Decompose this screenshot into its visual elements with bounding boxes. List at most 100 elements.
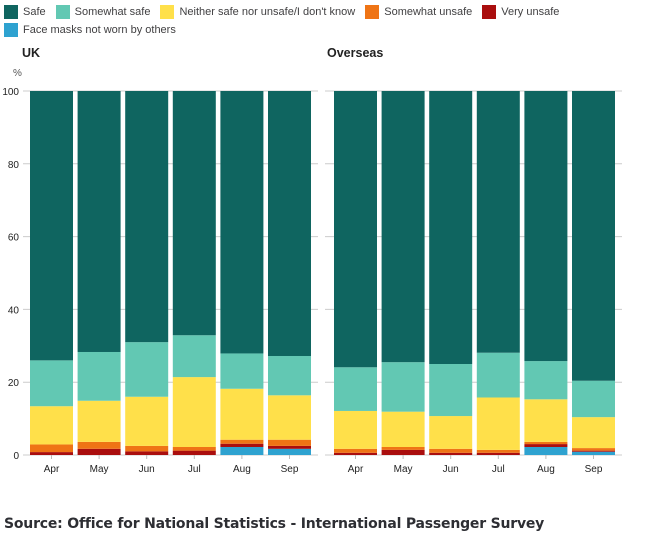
legend-swatch	[4, 23, 18, 37]
y-tick-label: 60	[8, 233, 20, 244]
bar-segment-very-unsafe	[429, 452, 473, 455]
bar-segment-safe	[220, 91, 264, 354]
bar-segment-somewhat-safe	[476, 352, 520, 398]
bar-segment-somewhat-safe	[125, 342, 169, 397]
y-tick-label: 40	[8, 305, 20, 316]
bar-segment-safe	[524, 91, 568, 362]
x-tick-label: Apr	[348, 464, 364, 475]
panel-title: Overseas	[327, 46, 383, 60]
bar-segment-somewhat-unsafe	[77, 441, 121, 449]
bar-segment-somewhat-safe	[334, 367, 377, 411]
legend-label: Somewhat unsafe	[384, 6, 473, 18]
bar-segment-face-masks	[268, 448, 311, 455]
bar-segment-safe	[381, 91, 425, 363]
bar-segment-safe	[476, 91, 520, 353]
bar-segment-safe	[30, 91, 73, 361]
y-tick-label: 80	[8, 160, 20, 171]
bar-segment-somewhat-safe	[268, 355, 311, 396]
bar-segment-neither	[172, 377, 216, 447]
y-tick-label: 0	[13, 451, 19, 462]
bar-segment-neither	[381, 411, 425, 447]
bar-segment-safe	[268, 91, 311, 356]
legend-swatch	[55, 5, 70, 19]
bar-segment-neither	[220, 388, 264, 440]
bar-segment-neither	[30, 406, 73, 445]
legend-item-very-unsafe: Very unsafe	[482, 3, 559, 21]
bar-segment-somewhat-unsafe	[476, 449, 520, 453]
bar-segment-safe	[334, 91, 377, 368]
x-tick-label: Jul	[188, 464, 201, 475]
bar-segment-very-unsafe	[334, 452, 377, 455]
bar-segment-very-unsafe	[524, 444, 568, 447]
legend-swatch	[160, 5, 175, 19]
bar-segment-safe	[429, 91, 473, 364]
bar-segment-neither	[524, 399, 568, 442]
bar-segment-very-unsafe	[220, 443, 264, 447]
panel-title: UK	[22, 46, 40, 60]
bar-segment-very-unsafe	[172, 450, 216, 455]
chart-legend: Safe Somewhat safe Neither safe nor unsafe…	[4, 3, 644, 39]
bar-segment-somewhat-unsafe	[524, 441, 568, 445]
bar-segment-somewhat-unsafe	[268, 439, 311, 446]
legend-label: Neither safe nor unsafe/I don't know	[179, 6, 356, 18]
bar-segment-safe	[77, 91, 121, 352]
bar-segment-somewhat-unsafe	[220, 439, 264, 444]
bar-segment-somewhat-unsafe	[334, 448, 377, 453]
bar-segment-somewhat-unsafe	[125, 445, 169, 452]
bar-segment-somewhat-safe	[77, 351, 121, 401]
x-tick-label: Apr	[44, 464, 60, 475]
y-axis-label: %	[13, 68, 22, 79]
y-tick-label: 100	[2, 87, 19, 98]
legend-item-safe: Safe	[4, 3, 46, 21]
x-tick-label: May	[90, 464, 109, 475]
bar-segment-very-unsafe	[381, 449, 425, 455]
bar-segment-safe	[172, 91, 216, 336]
bar-segment-somewhat-safe	[572, 380, 615, 418]
x-tick-label: Jul	[492, 464, 505, 475]
chart-area: %UK 0 20 40 60 80 100 Apr May Jun Jul Aug Sep Oversea…	[2, 46, 622, 475]
x-tick-label: May	[394, 464, 413, 475]
bar-segment-very-unsafe	[572, 450, 615, 452]
bar-segment-somewhat-safe	[220, 353, 264, 389]
bar-segment-somewhat-safe	[30, 360, 73, 407]
bar-segment-neither	[572, 417, 615, 449]
bar-segment-safe	[572, 91, 615, 381]
bar-segment-very-unsafe	[476, 452, 520, 455]
x-tick-label: Aug	[233, 464, 251, 475]
source-note: Source: Office for National Statistics -…	[4, 516, 545, 532]
bar-segment-very-unsafe	[77, 448, 121, 455]
bar-segment-neither	[334, 410, 377, 449]
legend-swatch	[365, 5, 380, 19]
bar-segment-somewhat-unsafe	[429, 448, 473, 453]
bar-segment-face-masks	[220, 446, 264, 455]
bar-segment-face-masks	[524, 446, 568, 455]
bar-segment-neither	[429, 416, 473, 449]
bar-segment-neither	[77, 400, 121, 442]
legend-label: Somewhat safe	[74, 6, 151, 18]
bar-segment-somewhat-unsafe	[572, 448, 615, 451]
bar-segment-face-masks	[572, 451, 615, 455]
bar-segment-very-unsafe	[125, 451, 169, 455]
legend-item-neither: Neither safe nor unsafe/I don't know	[160, 3, 355, 21]
bar-segment-neither	[125, 396, 169, 446]
x-tick-label: Aug	[537, 464, 555, 475]
legend-swatch	[482, 5, 497, 19]
bar-segment-neither	[476, 397, 520, 450]
bar-segment-somewhat-safe	[524, 361, 568, 400]
bar-segment-somewhat-unsafe	[172, 446, 216, 451]
bar-segment-very-unsafe	[30, 452, 73, 455]
legend-item-somewhat-safe: Somewhat safe	[55, 3, 151, 21]
x-tick-label: Jun	[139, 464, 155, 475]
legend-label: Safe	[23, 6, 46, 18]
y-tick-label: 20	[8, 378, 20, 389]
legend-item-somewhat-unsafe: Somewhat unsafe	[365, 3, 472, 21]
bar-segment-somewhat-safe	[381, 362, 425, 412]
legend-swatch	[4, 5, 18, 19]
bar-segment-somewhat-safe	[172, 335, 216, 378]
bar-segment-somewhat-unsafe	[381, 446, 425, 450]
legend-label: Very unsafe	[501, 6, 560, 18]
bar-segment-somewhat-safe	[429, 364, 473, 417]
x-tick-label: Jun	[443, 464, 459, 475]
x-tick-label: Sep	[585, 464, 603, 475]
bar-segment-somewhat-unsafe	[30, 444, 73, 453]
